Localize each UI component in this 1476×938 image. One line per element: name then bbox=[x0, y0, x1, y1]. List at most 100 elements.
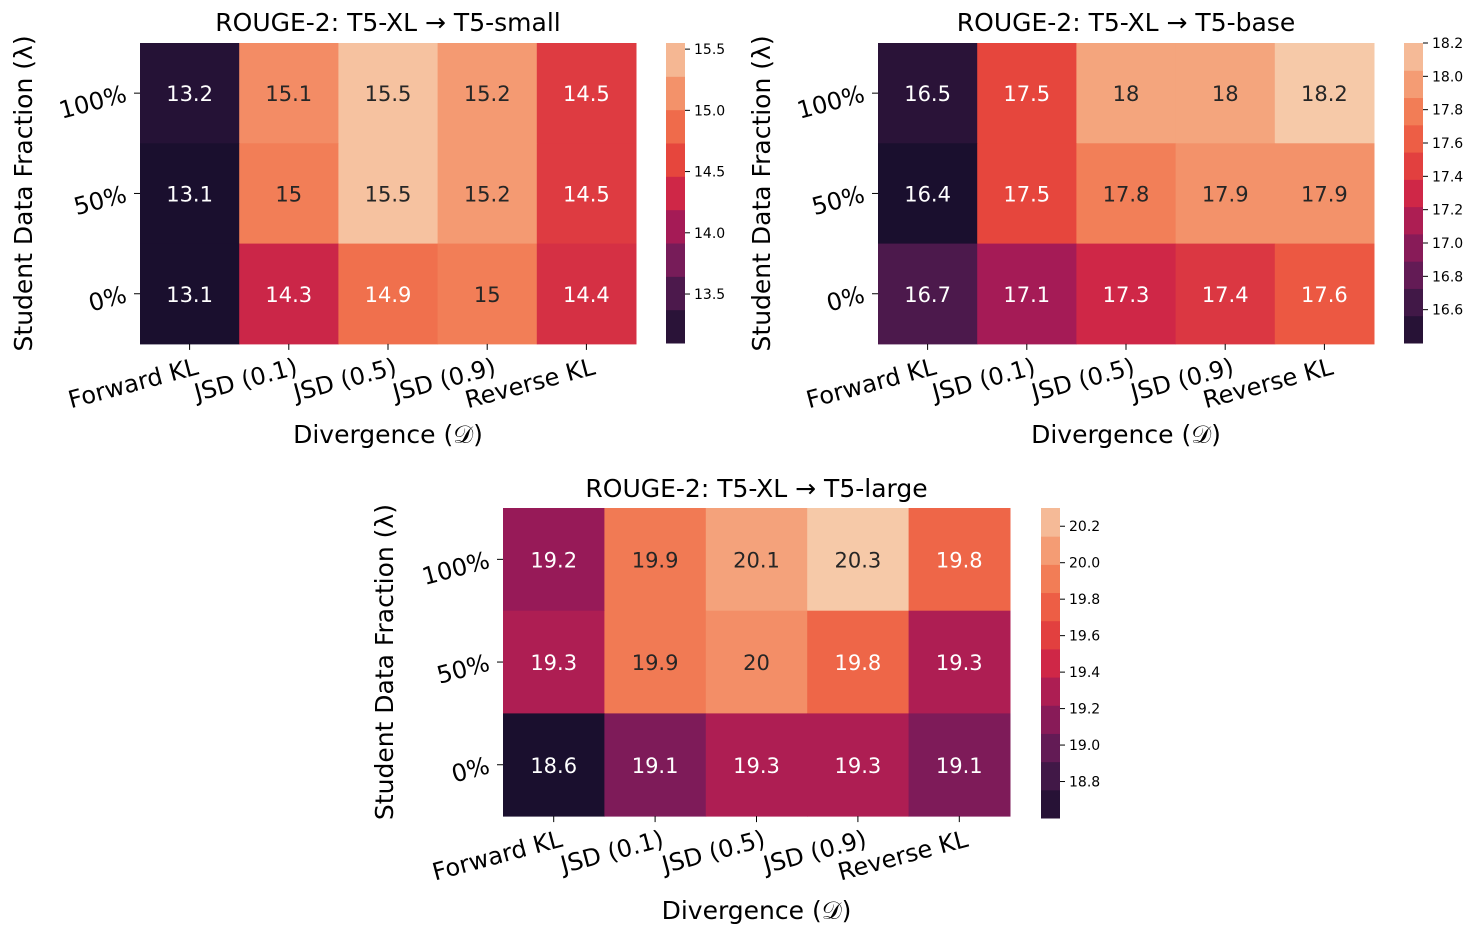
cell-value-label: 15.1 bbox=[265, 82, 312, 106]
colorbar-tick-label: 16.6 bbox=[1432, 303, 1463, 319]
heatmap-cell bbox=[878, 243, 978, 345]
cell-value-label: 17.8 bbox=[1103, 182, 1150, 206]
x-axis-label: Divergence (𝒟) bbox=[662, 896, 852, 925]
heatmap-cell bbox=[1076, 43, 1177, 144]
heatmap-cell bbox=[878, 143, 978, 245]
heatmap-cell bbox=[908, 610, 1011, 714]
cell-value-label: 15 bbox=[474, 283, 501, 307]
heatmap-cell bbox=[604, 713, 707, 817]
y-tick-label: 0% bbox=[449, 751, 493, 788]
heatmap-cell bbox=[239, 43, 339, 144]
cell-value-label: 18.2 bbox=[1301, 82, 1348, 106]
panel-title: ROUGE-2: T5-XL → T5-base bbox=[957, 8, 1295, 37]
colorbar-tick-label: 17.2 bbox=[1432, 203, 1463, 219]
heatmap-panel-2: ROUGE-2: T5-XL → T5-large 19.2 19.9 20.1 20.… bbox=[370, 474, 1100, 925]
cell-value-label: 19.9 bbox=[632, 651, 679, 675]
y-axis-label: Student Data Fraction (λ) bbox=[747, 35, 776, 351]
cell-value-label: 18 bbox=[1212, 82, 1239, 106]
heatmap-cell bbox=[908, 508, 1011, 612]
heatmap-cell bbox=[338, 43, 439, 144]
colorbar-segment bbox=[1041, 761, 1060, 791]
cell-value-label: 15 bbox=[275, 182, 302, 206]
colorbar-segment bbox=[666, 276, 685, 311]
cell-value-label: 19.3 bbox=[530, 651, 577, 675]
colorbar-tick-label: 15.5 bbox=[694, 42, 725, 58]
panel-title: ROUGE-2: T5-XL → T5-large bbox=[585, 474, 927, 503]
cell-value-label: 18 bbox=[1113, 82, 1140, 106]
heatmap-cell bbox=[705, 508, 808, 612]
cell-value-label: 17.5 bbox=[1003, 182, 1050, 206]
x-tick-label: Forward KL bbox=[803, 352, 940, 414]
colorbar-tick-label: 16.8 bbox=[1432, 269, 1463, 285]
colorbar-tick-label: 13.5 bbox=[694, 287, 725, 303]
colorbar-segment bbox=[1404, 233, 1423, 262]
heatmap-cell bbox=[338, 243, 439, 345]
cell-value-label: 19.8 bbox=[936, 548, 983, 572]
colorbar-segment bbox=[1404, 288, 1423, 317]
colorbar: 18.8 19.0 19.2 19.4 19.6 19.8 20.0 20.2 bbox=[1041, 508, 1100, 819]
y-tick-label: 50% bbox=[434, 649, 493, 690]
colorbar-tick-label: 18.0 bbox=[1432, 69, 1463, 85]
colorbar-segment bbox=[1404, 261, 1423, 289]
y-tick-label: 100% bbox=[56, 80, 130, 125]
colorbar-tick-label: 19.8 bbox=[1069, 592, 1100, 608]
colorbar-segment bbox=[1041, 620, 1060, 650]
cell-value-label: 16.4 bbox=[904, 182, 951, 206]
colorbar-segment bbox=[1041, 536, 1060, 565]
heatmap-cell bbox=[239, 243, 339, 345]
y-tick-label: 50% bbox=[809, 180, 868, 221]
colorbar-segment bbox=[1041, 733, 1060, 763]
colorbar-segment bbox=[666, 43, 685, 77]
colorbar-segment bbox=[666, 109, 685, 144]
x-tick-label: Forward KL bbox=[429, 825, 566, 887]
heatmap-cell bbox=[503, 713, 605, 817]
colorbar-segment bbox=[1404, 179, 1423, 208]
colorbar-tick-label: 14.5 bbox=[694, 165, 725, 181]
x-axis-label: Divergence (𝒟) bbox=[293, 420, 483, 449]
heatmap-cell bbox=[705, 610, 808, 714]
colorbar-tick-label: 15.0 bbox=[694, 103, 725, 119]
colorbar-segment bbox=[1404, 206, 1423, 235]
cell-value-label: 14.9 bbox=[365, 283, 412, 307]
heatmap-cell bbox=[338, 143, 439, 245]
x-tick-label: JSD (0.5) bbox=[289, 353, 400, 408]
cell-value-label: 17.9 bbox=[1301, 182, 1348, 206]
cell-value-label: 20.3 bbox=[835, 548, 882, 572]
colorbar-tick-label: 18.2 bbox=[1432, 36, 1463, 52]
heatmap-cell bbox=[878, 43, 978, 144]
heatmap-cell bbox=[437, 43, 538, 144]
cell-value-label: 14.5 bbox=[563, 182, 610, 206]
cell-value-label: 17.3 bbox=[1103, 283, 1150, 307]
colorbar-tick-label: 17.0 bbox=[1432, 236, 1463, 252]
y-tick-label: 0% bbox=[86, 280, 130, 317]
cell-value-label: 19.3 bbox=[835, 754, 882, 778]
colorbar-tick-label: 19.6 bbox=[1069, 629, 1100, 645]
heatmap-cell bbox=[807, 713, 910, 817]
x-tick-label: Forward KL bbox=[65, 352, 202, 414]
y-axis-label: Student Data Fraction (λ) bbox=[9, 35, 38, 351]
colorbar-segment bbox=[1404, 97, 1423, 126]
heatmap-cell bbox=[140, 43, 240, 144]
colorbar-segment bbox=[1404, 152, 1423, 180]
cell-value-label: 13.1 bbox=[166, 182, 213, 206]
colorbar-segment bbox=[666, 76, 685, 111]
colorbar-tick-label: 17.6 bbox=[1432, 136, 1463, 152]
colorbar-tick-label: 19.0 bbox=[1069, 738, 1100, 754]
heatmap-cell bbox=[1274, 143, 1375, 245]
cell-value-label: 17.6 bbox=[1301, 283, 1348, 307]
y-tick-label: 0% bbox=[824, 280, 868, 317]
y-tick-label: 100% bbox=[794, 80, 868, 125]
colorbar-tick-label: 20.0 bbox=[1069, 556, 1100, 572]
heatmap-cell bbox=[705, 713, 808, 817]
heatmap-cell bbox=[437, 143, 538, 245]
x-axis-label: Divergence (𝒟) bbox=[1031, 420, 1221, 449]
cell-value-label: 17.5 bbox=[1003, 82, 1050, 106]
cell-value-label: 13.1 bbox=[166, 283, 213, 307]
colorbar-segment bbox=[666, 209, 685, 244]
cell-value-label: 19.3 bbox=[936, 651, 983, 675]
y-axis-label: Student Data Fraction (λ) bbox=[370, 504, 399, 820]
heatmap-cell bbox=[437, 243, 538, 345]
colorbar-segment bbox=[1041, 564, 1060, 594]
cell-value-label: 19.2 bbox=[530, 548, 577, 572]
heatmap-cell bbox=[536, 143, 637, 245]
